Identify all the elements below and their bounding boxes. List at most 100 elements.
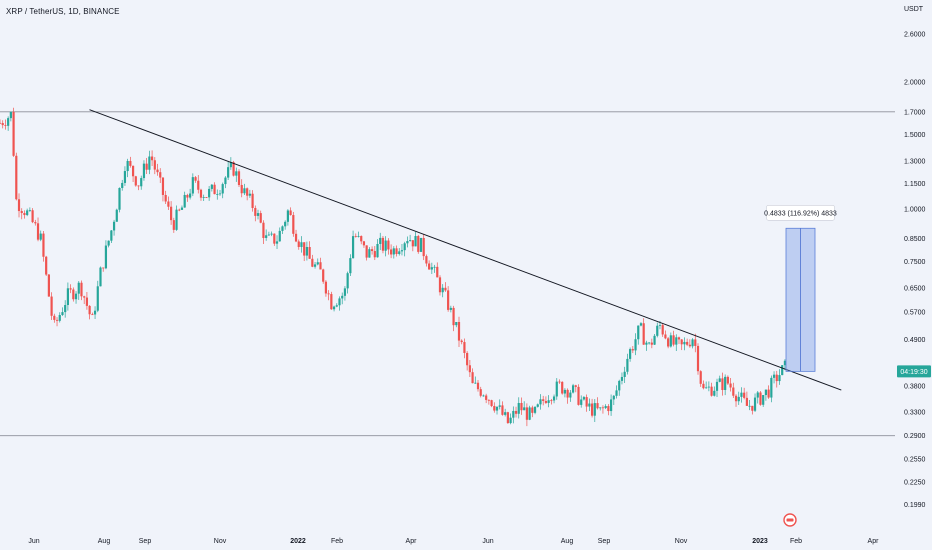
candle-body — [688, 344, 691, 347]
candle-body — [42, 233, 45, 257]
candle-body — [447, 290, 450, 310]
candle-body — [677, 337, 681, 340]
candle-body — [539, 399, 542, 405]
candle-body — [7, 118, 10, 126]
candle-body — [34, 222, 37, 224]
candle-body — [753, 397, 757, 411]
candle-body — [715, 381, 719, 391]
candle-body — [137, 185, 140, 187]
x-tick-label: Apr — [406, 538, 418, 545]
candle-body — [756, 392, 759, 398]
candle-body — [737, 396, 740, 402]
candle-body — [164, 194, 167, 202]
candle-body — [444, 287, 447, 291]
candle-body — [552, 396, 556, 401]
candle-body — [161, 177, 165, 195]
candle-body — [338, 298, 341, 306]
y-tick-label: 2.6000 — [904, 31, 926, 38]
candle-body — [675, 337, 678, 345]
candle-body — [642, 323, 645, 345]
candle-body — [167, 201, 170, 207]
candle-body — [661, 325, 664, 335]
candles-layer — [0, 107, 787, 427]
candle-body — [270, 233, 273, 235]
x-tick-label: Feb — [790, 538, 802, 545]
candle-body — [134, 176, 137, 186]
candle-body — [547, 400, 550, 403]
y-tick-label: 0.2250 — [904, 480, 926, 487]
candle-body — [346, 273, 349, 289]
candle-body — [254, 207, 257, 216]
candle-body — [205, 197, 208, 199]
candle-body — [110, 230, 113, 241]
candle-body — [656, 325, 659, 336]
candle-body — [495, 406, 499, 411]
candle-body — [648, 342, 651, 344]
event-icon[interactable] — [783, 513, 797, 527]
candle-body — [357, 236, 360, 237]
candle-body — [259, 213, 262, 223]
currency-label: USDT — [904, 6, 924, 13]
candle-body — [360, 236, 363, 242]
candle-body — [615, 390, 618, 396]
candle-body — [577, 386, 580, 405]
candle-body — [770, 377, 773, 398]
candle-body — [148, 156, 151, 170]
candle-body — [354, 236, 357, 237]
candle-body — [441, 287, 444, 293]
candle-body — [658, 325, 662, 326]
candle-body — [485, 395, 488, 400]
candle-body — [31, 210, 34, 223]
candle-body — [370, 249, 374, 252]
y-tick-label: 0.7500 — [904, 259, 926, 266]
candle-body — [417, 236, 420, 252]
candle-body — [4, 125, 7, 126]
candle-body — [778, 375, 781, 382]
candle-body — [604, 406, 607, 409]
candle-body — [362, 241, 366, 246]
x-tick-label: Sep — [139, 538, 152, 545]
horizontal-levels — [0, 111, 895, 437]
candle-body — [710, 386, 713, 396]
candle-body — [286, 210, 289, 222]
candle-body — [724, 376, 727, 390]
candle-body — [476, 382, 480, 390]
candle-body — [349, 258, 352, 274]
candle-body — [1, 123, 4, 126]
candle-body — [406, 241, 409, 244]
y-tick-label: 0.4900 — [904, 337, 926, 344]
y-tick-label: 1.0000 — [904, 206, 926, 213]
y-tick-label: 0.1990 — [904, 502, 926, 509]
x-tick-label: Nov — [214, 538, 227, 545]
x-tick-label: Feb — [331, 538, 343, 545]
candle-body — [311, 258, 314, 267]
candle-body — [694, 339, 697, 346]
candle-body — [15, 155, 18, 200]
candle-body — [403, 243, 406, 251]
candle-body — [639, 323, 643, 326]
candle-body — [645, 342, 648, 345]
candle-body — [433, 266, 436, 268]
candle-body — [590, 403, 594, 416]
y-tick-label: 1.3000 — [904, 158, 926, 165]
candle-body — [620, 376, 624, 381]
candle-body — [623, 371, 626, 377]
candle-body — [634, 339, 637, 351]
candle-body — [618, 380, 621, 391]
candle-body — [322, 269, 325, 282]
candle-body — [175, 209, 178, 230]
candle-body — [210, 184, 213, 189]
candle-body — [145, 163, 148, 170]
candle-body — [381, 237, 385, 251]
candle-body — [387, 240, 390, 250]
candle-body — [672, 335, 675, 345]
candle-body — [705, 387, 708, 389]
candle-body — [558, 381, 561, 383]
candle-body — [466, 352, 469, 366]
candle-body — [343, 288, 347, 296]
candle-body — [172, 220, 175, 230]
candle-body — [102, 267, 105, 269]
candle-body — [368, 249, 371, 258]
